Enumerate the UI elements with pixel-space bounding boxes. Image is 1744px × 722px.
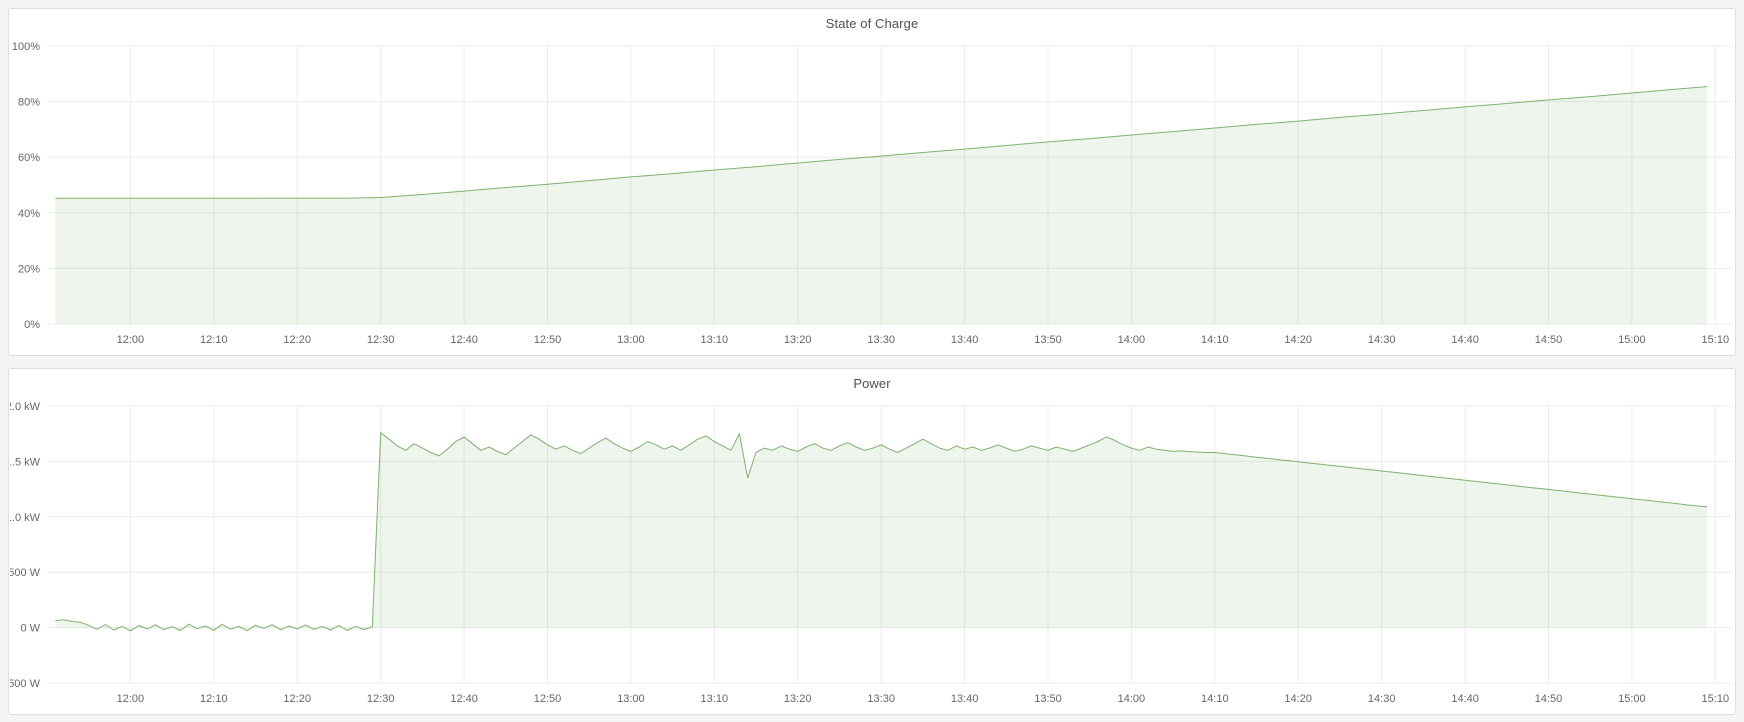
y-axis-tick-label: 60% — [18, 152, 40, 164]
y-axis-tick-label: 20% — [18, 263, 40, 275]
x-axis-tick-label: 12:10 — [200, 334, 228, 346]
x-axis-tick-label: 12:30 — [367, 334, 395, 346]
y-axis-tick-label: 500 W — [10, 567, 41, 579]
x-axis-tick-label: 13:10 — [701, 334, 729, 346]
x-axis-tick-label: 12:50 — [534, 693, 562, 705]
x-axis-tick-label: 13:30 — [867, 334, 895, 346]
state-of-charge-panel: State of Charge 100% 80% 60% 40% 20% 0% 12:00 1… — [8, 8, 1736, 356]
x-axis-tick-label: 13:50 — [1034, 693, 1062, 705]
x-axis-tick-label: 14:50 — [1535, 693, 1563, 705]
state-of-charge-chart[interactable]: 100% 80% 60% 40% 20% 0% 12:00 12:10 12:20 12:30 12… — [10, 10, 1734, 354]
x-axis-tick-label: 14:30 — [1368, 693, 1396, 705]
x-axis-tick-label: 12:20 — [283, 693, 311, 705]
x-axis-tick-label: 13:20 — [784, 693, 812, 705]
x-axis-tick-label: 14:40 — [1451, 693, 1479, 705]
x-axis-tick-label: 14:10 — [1201, 693, 1229, 705]
x-axis-tick-label: 12:10 — [200, 693, 228, 705]
x-axis-tick-label: 14:00 — [1118, 334, 1146, 346]
x-axis-tick-label: 12:40 — [450, 334, 478, 346]
x-axis-tick-label: 13:10 — [701, 693, 729, 705]
x-axis-tick-label: 15:00 — [1618, 693, 1646, 705]
power-plot[interactable]: 2.0 kW 1.5 kW 1.0 kW 500 W 0 W -500 W 12:00 12:… — [10, 370, 1734, 713]
x-axis-tick-label: 15:10 — [1702, 693, 1730, 705]
y-axis-tick-label: 0% — [24, 319, 40, 331]
power-series-line — [55, 432, 1708, 632]
y-axis-tick-label: 1.5 kW — [10, 456, 41, 468]
y-axis-tick-label: 0 W — [20, 623, 40, 635]
state-of-charge-area-fill — [55, 86, 1707, 324]
x-axis-tick-label: 13:40 — [951, 693, 979, 705]
x-axis-tick-label: 14:10 — [1201, 334, 1229, 346]
y-axis-tick-label: 40% — [18, 208, 40, 220]
power-chart[interactable]: 2.0 kW 1.5 kW 1.0 kW 500 W 0 W -500 W 12:00 12:… — [10, 370, 1734, 713]
x-axis-tick-label: 14:50 — [1535, 334, 1563, 346]
x-axis-tick-label: 14:20 — [1284, 334, 1312, 346]
x-axis-tick-label: 15:10 — [1702, 334, 1730, 346]
x-axis-tick-label: 12:20 — [283, 334, 311, 346]
panel-title[interactable]: Power — [853, 375, 891, 391]
y-axis-tick-label: 2.0 kW — [10, 401, 41, 413]
x-axis-tick-label: 13:30 — [867, 693, 895, 705]
x-axis-tick-label: 14:20 — [1284, 693, 1312, 705]
x-axis-tick-label: 12:00 — [117, 693, 145, 705]
state-of-charge-series-line — [55, 86, 1708, 199]
x-axis-tick-label: 12:50 — [534, 334, 562, 346]
power-area-fill — [55, 432, 1707, 631]
power-panel: Power 2.0 kW 1.5 kW 1.0 kW 500 W 0 W -500 W 12… — [8, 368, 1736, 715]
x-axis-tick-label: 12:00 — [117, 334, 145, 346]
x-axis-tick-label: 13:00 — [617, 334, 645, 346]
x-axis-tick-label: 13:00 — [617, 693, 645, 705]
y-axis-tick-label: 80% — [18, 97, 40, 109]
y-axis-tick-label: 1.0 kW — [10, 512, 41, 524]
panel-title[interactable]: State of Charge — [825, 15, 919, 31]
state-of-charge-plot[interactable]: 100% 80% 60% 40% 20% 0% 12:00 12:10 12:20 12:30 12… — [10, 10, 1734, 354]
x-axis-tick-label: 12:30 — [367, 693, 395, 705]
y-axis-tick-label: 100% — [12, 41, 40, 53]
y-axis-tick-label: -500 W — [10, 678, 41, 690]
x-axis-tick-label: 13:20 — [784, 334, 812, 346]
x-axis-tick-label: 13:40 — [951, 334, 979, 346]
x-axis-tick-label: 14:40 — [1451, 334, 1479, 346]
x-axis-tick-label: 15:00 — [1618, 334, 1646, 346]
x-axis-tick-label: 13:50 — [1034, 334, 1062, 346]
x-axis-tick-label: 12:40 — [450, 693, 478, 705]
x-axis-tick-label: 14:00 — [1118, 693, 1146, 705]
x-axis-tick-label: 14:30 — [1368, 334, 1396, 346]
